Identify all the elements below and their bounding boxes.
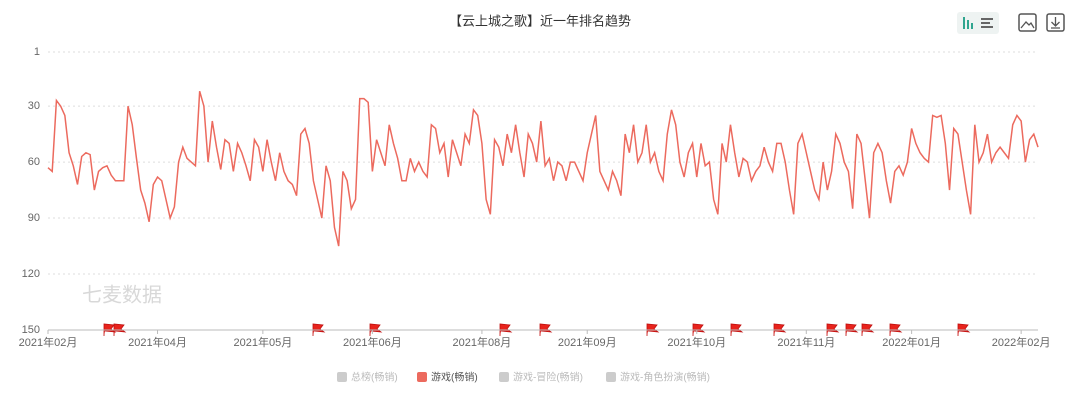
- icon: [981, 22, 990, 24]
- icon: [1051, 17, 1060, 29]
- line-series: [47, 90, 1039, 247]
- x-tick-label: 2021年10月: [667, 335, 726, 349]
- icon: [1020, 21, 1035, 29]
- chart-title: 【云上城之歌】近一年排名趋势: [449, 13, 631, 28]
- x-tick-label: 2022年01月: [882, 335, 941, 349]
- y-tick-label: 30: [28, 100, 40, 112]
- icon: [963, 17, 965, 29]
- x-tick-label: 2021年05月: [233, 335, 292, 349]
- legend-item[interactable]: 总榜(畅销): [337, 371, 398, 384]
- icon: [981, 26, 993, 28]
- legend-label: 总榜(畅销): [351, 371, 398, 384]
- y-tick-label: 1: [34, 46, 40, 58]
- icon: [981, 18, 993, 20]
- x-tick-label: 2021年02月: [19, 335, 78, 349]
- y-tick-label: 120: [22, 268, 40, 280]
- legend-item[interactable]: 游戏-角色扮演(畅销): [606, 371, 710, 384]
- icon: [971, 23, 973, 29]
- y-tick-label: 60: [28, 156, 40, 168]
- legend-swatch: [499, 372, 509, 382]
- download-button[interactable]: [1046, 13, 1065, 32]
- legend-swatch: [606, 372, 616, 382]
- legend-item[interactable]: 游戏-冒险(畅销): [499, 371, 583, 384]
- y-tick-label: 90: [28, 212, 40, 224]
- watermark: 七麦数据: [82, 283, 162, 306]
- x-tick-label: 2021年08月: [453, 335, 512, 349]
- x-tick-label: 2021年06月: [343, 335, 402, 349]
- legend-label: 游戏-角色扮演(畅销): [620, 371, 710, 384]
- legend-label: 游戏-冒险(畅销): [513, 371, 583, 384]
- legend-swatch: [417, 372, 427, 382]
- legend-label: 游戏(畅销): [431, 371, 478, 384]
- icon: [967, 20, 969, 29]
- legend-swatch: [337, 372, 347, 382]
- legend-item[interactable]: 游戏(畅销): [417, 371, 478, 384]
- save-image-button[interactable]: [1018, 13, 1037, 32]
- x-tick-label: 2021年11月: [777, 335, 835, 349]
- x-tick-label: 2022年02月: [992, 335, 1051, 349]
- x-tick-label: 2021年04月: [128, 335, 187, 349]
- toolbar[interactable]: [957, 12, 1065, 34]
- x-tick-label: 2021年09月: [558, 335, 617, 349]
- y-tick-label: 150: [22, 324, 40, 336]
